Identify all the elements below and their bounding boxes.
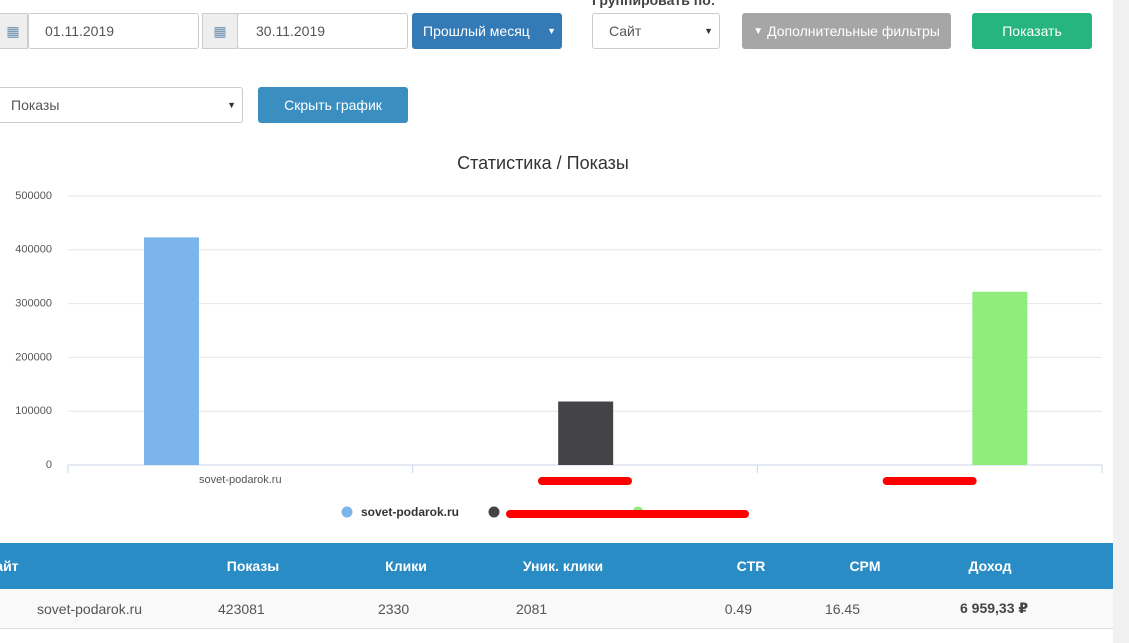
- x-tick-label: sovet-podarok.ru: [199, 474, 282, 486]
- calendar-icon[interactable]: ▦: [202, 13, 238, 49]
- column-header: CPM: [849, 558, 881, 574]
- y-tick-label: 100000: [15, 405, 52, 417]
- table-cell: 0.49: [724, 600, 752, 617]
- group-label: Группировать по:: [592, 0, 716, 8]
- y-tick-label: 200000: [15, 351, 52, 363]
- y-tick-label: 400000: [15, 244, 52, 256]
- table-header: [0, 543, 1113, 589]
- period-text: Прошлый месяц: [423, 23, 530, 39]
- column-header: Показы: [226, 558, 280, 574]
- column-header: Доход: [968, 558, 1012, 574]
- table-cell: 2081: [516, 600, 548, 617]
- hide-chart-button[interactable]: Скрыть график: [258, 87, 408, 123]
- bar: [558, 401, 614, 465]
- table-cell: 2330: [378, 600, 410, 617]
- calendar-icon[interactable]: ▦: [0, 13, 28, 49]
- caret: ▼: [547, 26, 556, 36]
- period-select[interactable]: Прошлый месяц ▼: [412, 13, 562, 49]
- y-tick-label: 500000: [15, 190, 52, 202]
- date-to[interactable]: 30.11.2019: [237, 13, 408, 49]
- group-select[interactable]: Сайт ▼: [592, 13, 720, 49]
- filters-text: Дополнительные фильтры: [767, 23, 940, 39]
- legend-marker: [488, 506, 500, 518]
- y-tick-label: 300000: [15, 298, 52, 310]
- caret: ▼: [753, 25, 764, 37]
- column-header: Сайт: [0, 558, 19, 574]
- caret: ▼: [227, 100, 236, 110]
- filters-button[interactable]: ▼ Дополнительные фильтры: [742, 13, 951, 49]
- table-cell: sovet-podarok.ru: [37, 600, 143, 617]
- metric-text: Показы: [11, 97, 60, 113]
- table-cell: 423081: [218, 600, 265, 617]
- legend-label: sovet-podarok.ru: [361, 505, 459, 519]
- metric-select[interactable]: Показы ▼: [0, 87, 243, 123]
- date-from[interactable]: 01.11.2019: [28, 13, 199, 49]
- caret: ▼: [704, 26, 713, 36]
- chart-title: Статистика / Показы: [457, 153, 629, 173]
- column-header: Уник. клики: [522, 558, 604, 574]
- bar: [144, 237, 199, 465]
- legend-marker: [341, 506, 353, 518]
- chart: Статистика / Показы 0 100000 200000 300000 4…: [15, 153, 1103, 519]
- group-text: Сайт: [609, 23, 642, 39]
- bar: [972, 291, 1028, 465]
- table-cell: 6 959,33 ₽: [960, 600, 1029, 616]
- y-tick-label: 0: [46, 459, 52, 471]
- table-row: [0, 589, 1113, 629]
- show-button[interactable]: Показать: [972, 13, 1092, 49]
- column-header: Клики: [385, 558, 427, 574]
- column-header: CTR: [736, 558, 766, 574]
- scrollbar: [1113, 0, 1129, 643]
- table-cell: 16.45: [824, 600, 860, 617]
